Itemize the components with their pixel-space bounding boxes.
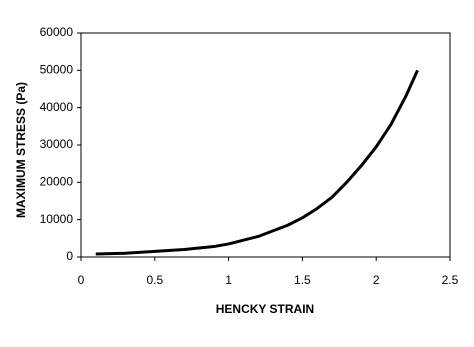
x-tick-label: 1 xyxy=(225,273,232,287)
y-tick-label: 50000 xyxy=(40,63,74,77)
x-tick-label: 2.5 xyxy=(442,273,459,287)
x-tick-label: 0 xyxy=(78,273,85,287)
x-axis-title: HENCKY STRAIN xyxy=(216,302,314,316)
plot-frame xyxy=(80,32,451,258)
data-line xyxy=(95,69,419,256)
y-tick-label: 20000 xyxy=(40,175,74,189)
y-tick-label: 10000 xyxy=(40,212,74,226)
x-tick-label: 1.5 xyxy=(294,273,311,287)
y-tick-label: 30000 xyxy=(40,137,74,151)
y-tick-label: 60000 xyxy=(40,25,74,39)
y-axis-title: MAXIMUM STRESS (Pa) xyxy=(14,82,28,218)
x-tick-label: 0.5 xyxy=(146,273,163,287)
y-tick-label: 40000 xyxy=(40,100,74,114)
y-tick-label: 0 xyxy=(66,249,73,263)
x-tick-label: 2 xyxy=(373,273,380,287)
